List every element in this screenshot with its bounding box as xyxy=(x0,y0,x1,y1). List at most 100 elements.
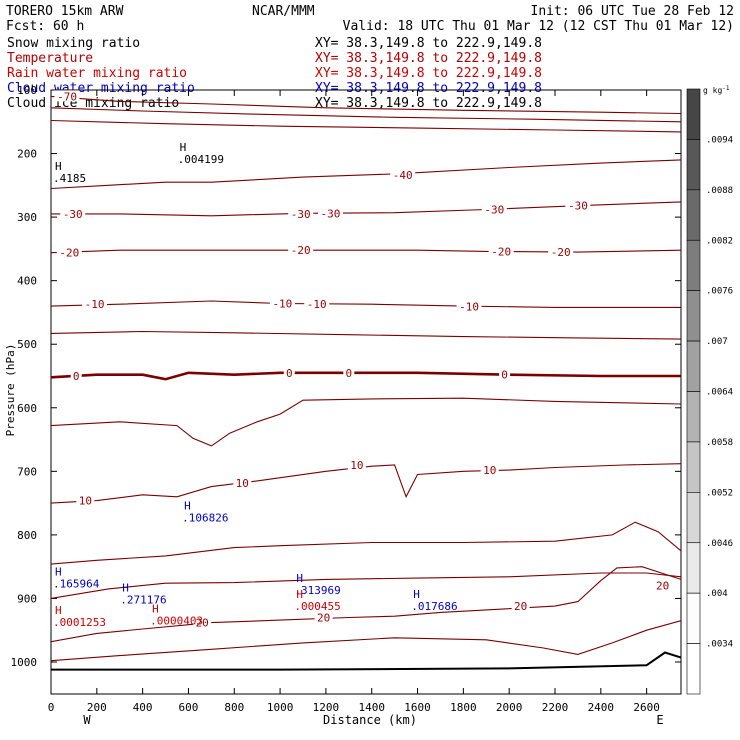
maximum-marker-h: H xyxy=(55,160,62,173)
maximum-marker-h: H xyxy=(122,582,129,595)
isotherm-label-bg xyxy=(288,244,314,256)
isotherm-label: -30 xyxy=(291,208,311,221)
org-title: NCAR/MMM xyxy=(252,4,315,19)
colorbar-swatch xyxy=(686,441,701,493)
isotherm-label: -30 xyxy=(568,200,588,213)
isotherm-label-bg xyxy=(54,90,80,102)
x-tick-label: 2600 xyxy=(633,701,660,714)
colorbar-swatch xyxy=(686,189,701,241)
x-end-label-west: W xyxy=(83,713,91,727)
isotherm--70 xyxy=(51,95,681,115)
x-tick-label: 1200 xyxy=(313,701,340,714)
colorbar-label: .0076 xyxy=(706,287,733,297)
isotherm-label-bg xyxy=(511,600,530,612)
isotherm-label: 20 xyxy=(196,617,209,630)
maximum-value: .106826 xyxy=(182,512,228,525)
isotherm--50 xyxy=(51,119,681,133)
colorbar-swatch xyxy=(686,592,701,644)
isotherm--60 xyxy=(51,107,681,123)
y-tick-label: 200 xyxy=(17,148,37,161)
y-tick-label: 1000 xyxy=(11,656,38,669)
isotherm-label: 0 xyxy=(501,369,508,382)
maximum-value: .165964 xyxy=(53,578,100,591)
legend-field-name: Cloud ice mixing ratio xyxy=(7,96,179,111)
colorbar-unit: g kg-1 xyxy=(703,85,730,95)
isotherm-label-bg xyxy=(233,476,252,488)
legend-field-name: Cloud water mixing ratio xyxy=(7,81,195,96)
colorbar-label: .0058 xyxy=(706,438,733,448)
isotherm-label: -20 xyxy=(551,246,571,259)
isotherm-label-bg xyxy=(548,246,574,258)
ground-surface xyxy=(51,651,681,671)
y-tick-label: 300 xyxy=(17,211,37,224)
isotherm-label: -20 xyxy=(59,247,79,260)
maximum-value: .271176 xyxy=(120,594,166,607)
legend-field-xy: XY= 38.3,149.8 to 222.9,149.8 xyxy=(315,51,542,66)
isotherm-0 xyxy=(51,371,681,381)
colorbar-label: .0064 xyxy=(706,388,733,398)
colorbar-label: .0094 xyxy=(706,135,733,145)
legend-field-xy: XY= 38.3,149.8 to 222.9,149.8 xyxy=(315,66,542,81)
isotherm-label: 10 xyxy=(483,464,496,477)
maximum-marker-h: H xyxy=(413,588,420,601)
isotherm-label: 10 xyxy=(79,495,92,508)
isotherm-label: 20 xyxy=(514,600,527,613)
x-tick-label: 2400 xyxy=(588,701,615,714)
colorbar-label: .0034 xyxy=(706,640,733,650)
colorbar-label: .0082 xyxy=(706,236,733,246)
model-title: TORERO 15km ARW xyxy=(6,4,124,19)
isotherm-label: -20 xyxy=(291,244,311,257)
isotherm-label-bg xyxy=(288,207,314,219)
maximum-marker-h: H xyxy=(55,566,62,579)
isotherm-label: -40 xyxy=(393,169,413,182)
isotherm-label-bg xyxy=(343,366,355,378)
isotherm-10 xyxy=(51,463,681,504)
isotherm-label: -30 xyxy=(484,203,504,216)
colorbar-swatch xyxy=(686,290,701,342)
colorbar-swatch xyxy=(686,391,701,443)
x-tick-label: 1800 xyxy=(450,701,477,714)
colorbar-swatch xyxy=(686,643,701,695)
isotherm-label: -30 xyxy=(321,207,341,220)
isotherm-label-bg xyxy=(283,366,295,378)
isotherm-label-bg xyxy=(653,579,672,591)
isotherm-label: 20 xyxy=(317,612,330,625)
isotherm-label-bg xyxy=(456,300,482,312)
x-tick-label: 600 xyxy=(179,701,199,714)
x-tick-label: 200 xyxy=(87,701,107,714)
legend-field-name: Snow mixing ratio xyxy=(7,36,140,51)
isotherm-22 xyxy=(51,620,681,662)
maximum-marker-h: H xyxy=(55,604,62,617)
x-tick-label: 1400 xyxy=(358,701,385,714)
legend-field-name: Rain water mixing ratio xyxy=(7,66,187,81)
isotherm-label: 10 xyxy=(236,477,249,490)
init-time: Init: 06 UTC Tue 28 Feb 12 xyxy=(531,4,735,19)
legend-field-name: Temperature xyxy=(7,51,93,66)
legend-field-xy: XY= 38.3,149.8 to 222.9,149.8 xyxy=(315,81,542,96)
isotherm-label: 0 xyxy=(286,367,293,380)
maximum-value: .0000403 xyxy=(150,615,203,628)
isotherm-20 xyxy=(51,566,681,643)
colorbar-label: .007 xyxy=(706,337,728,347)
isotherm-label: 0 xyxy=(73,370,80,383)
field-legend: Snow mixing ratio XY= 38.3,149.8 to 222.9… xyxy=(7,36,542,111)
isotherm--10 xyxy=(51,300,681,308)
isotherm-label-bg xyxy=(82,298,108,310)
isotherm--20 xyxy=(51,249,681,254)
isotherm-5 xyxy=(51,397,681,447)
isotherm-label-bg xyxy=(304,298,330,310)
colorbar-swatch xyxy=(686,542,701,594)
x-tick-label: 1000 xyxy=(267,701,294,714)
maximum-marker-h: H xyxy=(184,500,191,513)
isotherm-label: 20 xyxy=(656,580,669,593)
y-tick-label: 900 xyxy=(17,592,37,605)
isotherm-label: 10 xyxy=(350,459,363,472)
isotherm-label-bg xyxy=(56,246,82,258)
y-tick-label: 700 xyxy=(17,465,37,478)
maximum-value: .004199 xyxy=(178,153,224,166)
x-axis-label: Distance (km) xyxy=(323,713,417,727)
isotherm-12 xyxy=(51,521,681,565)
isotherm-label-bg xyxy=(499,368,511,380)
